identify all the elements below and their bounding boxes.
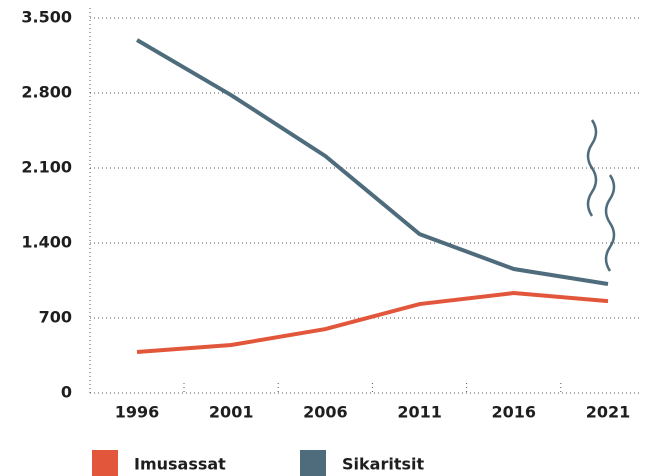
x-tick-label: 2011 [397, 403, 442, 422]
y-tick-label: 0 [61, 383, 72, 402]
y-tick-label: 2.100 [21, 158, 72, 177]
x-tick-label: 2016 [492, 403, 537, 422]
x-tick-label: 1996 [115, 403, 160, 422]
x-tick-label: 2021 [586, 403, 631, 422]
legend-swatch [92, 450, 118, 476]
line [136, 291, 609, 354]
legend-label: Sikaritsit [342, 455, 424, 474]
legend-label: Imusassat [134, 455, 226, 474]
y-tick-label: 700 [39, 308, 72, 327]
break-mark [586, 119, 616, 272]
legend-swatch [300, 450, 326, 476]
line [135, 38, 609, 287]
x-tick-label: 2006 [303, 403, 348, 422]
x-tick-label: 2001 [209, 403, 254, 422]
y-tick-label: 2.800 [21, 83, 72, 102]
y-tick-label: 1.400 [21, 233, 72, 252]
y-tick-label: 3.500 [21, 8, 72, 27]
